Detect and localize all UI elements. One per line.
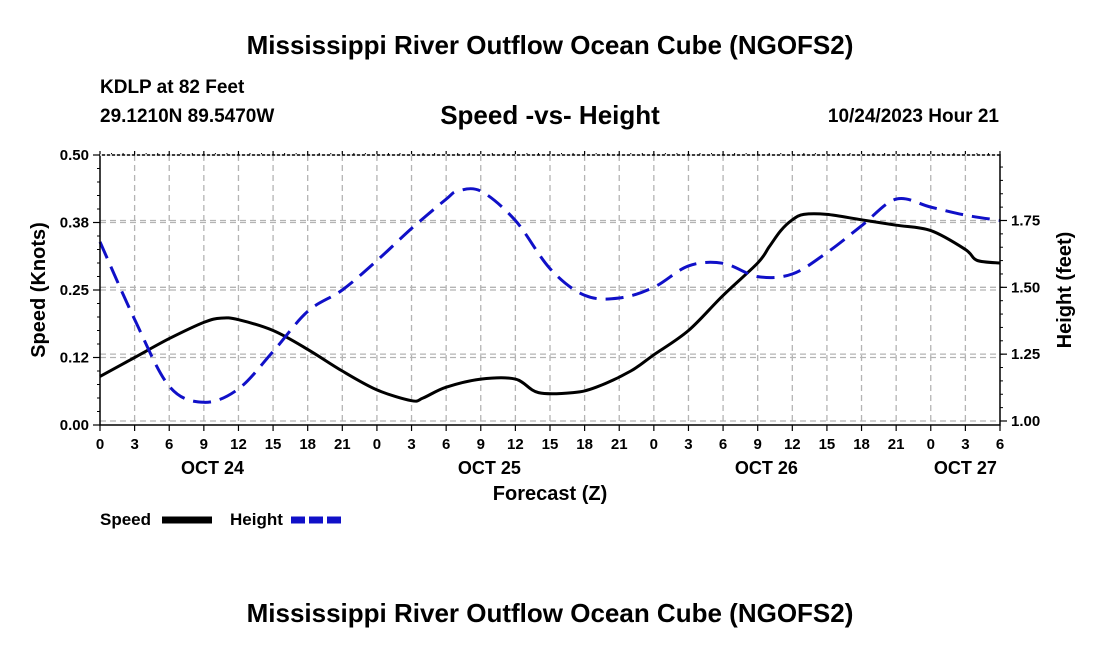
x-tick-label: 21 (611, 436, 628, 453)
x-tick-label: 18 (576, 436, 593, 453)
y-right-tick-label: 1.75 (1011, 212, 1040, 229)
x-tick-label: 3 (961, 436, 969, 453)
x-tick-label: 9 (754, 436, 762, 453)
x-tick-label: 0 (96, 436, 104, 453)
chart-axes (93, 151, 1007, 431)
y-left-axis-title: Speed (Knots) (28, 222, 50, 358)
y-left-tick-label: 0.00 (60, 417, 89, 434)
chart-legend: Speed Height (100, 510, 342, 529)
x-tick-label: 6 (996, 436, 1004, 453)
legend-label-speed: Speed (100, 510, 151, 529)
y-left-tick-label: 0.38 (60, 215, 89, 232)
x-tick-label: 6 (442, 436, 450, 453)
x-tick-label: 3 (130, 436, 138, 453)
x-tick-label: 21 (334, 436, 351, 453)
y-right-axis-title: Height (feet) (1054, 232, 1076, 349)
x-tick-label: 0 (373, 436, 381, 453)
y-right-tick-label: 1.25 (1011, 346, 1040, 363)
x-tick-label: 3 (684, 436, 692, 453)
series-line-speed (99, 212, 1001, 403)
x-tick-label: 15 (542, 436, 559, 453)
x-tick-label: 12 (230, 436, 247, 453)
series-line-height (98, 187, 1001, 404)
page-title: Mississippi River Outflow Ocean Cube (NG… (246, 30, 854, 60)
coordinates-label: 29.1210N 89.5470W (100, 106, 275, 127)
x-tick-label: 6 (719, 436, 727, 453)
x-tick-label: 18 (853, 436, 870, 453)
x-tick-label: 9 (200, 436, 208, 453)
day-label: OCT 27 (934, 458, 997, 478)
x-tick-label: 18 (299, 436, 316, 453)
chart-labels: 0 3 6 9 12 15 18 21 0 3 6 9 12 15 18 21 0 3 6 9 12 15 18 21 0 3 6 0… (28, 147, 1076, 505)
y-left-tick-label: 0.25 (60, 282, 89, 299)
x-tick-label: 0 (927, 436, 935, 453)
x-tick-label: 15 (819, 436, 836, 453)
forecast-datetime: 10/24/2023 Hour 21 (827, 106, 999, 127)
y-left-tick-label: 0.12 (60, 350, 89, 367)
day-label: OCT 24 (181, 458, 244, 478)
x-tick-label: 15 (265, 436, 282, 453)
chart-subtitle: Speed -vs- Height (440, 100, 660, 130)
x-tick-label: 9 (477, 436, 485, 453)
page-title-bottom: Mississippi River Outflow Ocean Cube (NG… (246, 598, 854, 628)
day-label: OCT 25 (458, 458, 521, 478)
x-tick-label: 12 (784, 436, 801, 453)
x-tick-label: 3 (407, 436, 415, 453)
chart-grid (100, 155, 1000, 425)
day-label: OCT 26 (735, 458, 798, 478)
chart-series (98, 187, 1001, 404)
legend-label-height: Height (230, 510, 283, 529)
x-tick-label: 12 (507, 436, 524, 453)
y-left-tick-label: 0.50 (60, 147, 89, 164)
x-tick-label: 21 (888, 436, 905, 453)
station-label: KDLP at 82 Feet (100, 77, 245, 98)
y-right-tick-label: 1.50 (1011, 279, 1040, 296)
x-axis-title: Forecast (Z) (493, 483, 607, 505)
x-tick-label: 6 (165, 436, 173, 453)
y-right-tick-label: 1.00 (1011, 413, 1040, 430)
x-tick-label: 0 (650, 436, 658, 453)
